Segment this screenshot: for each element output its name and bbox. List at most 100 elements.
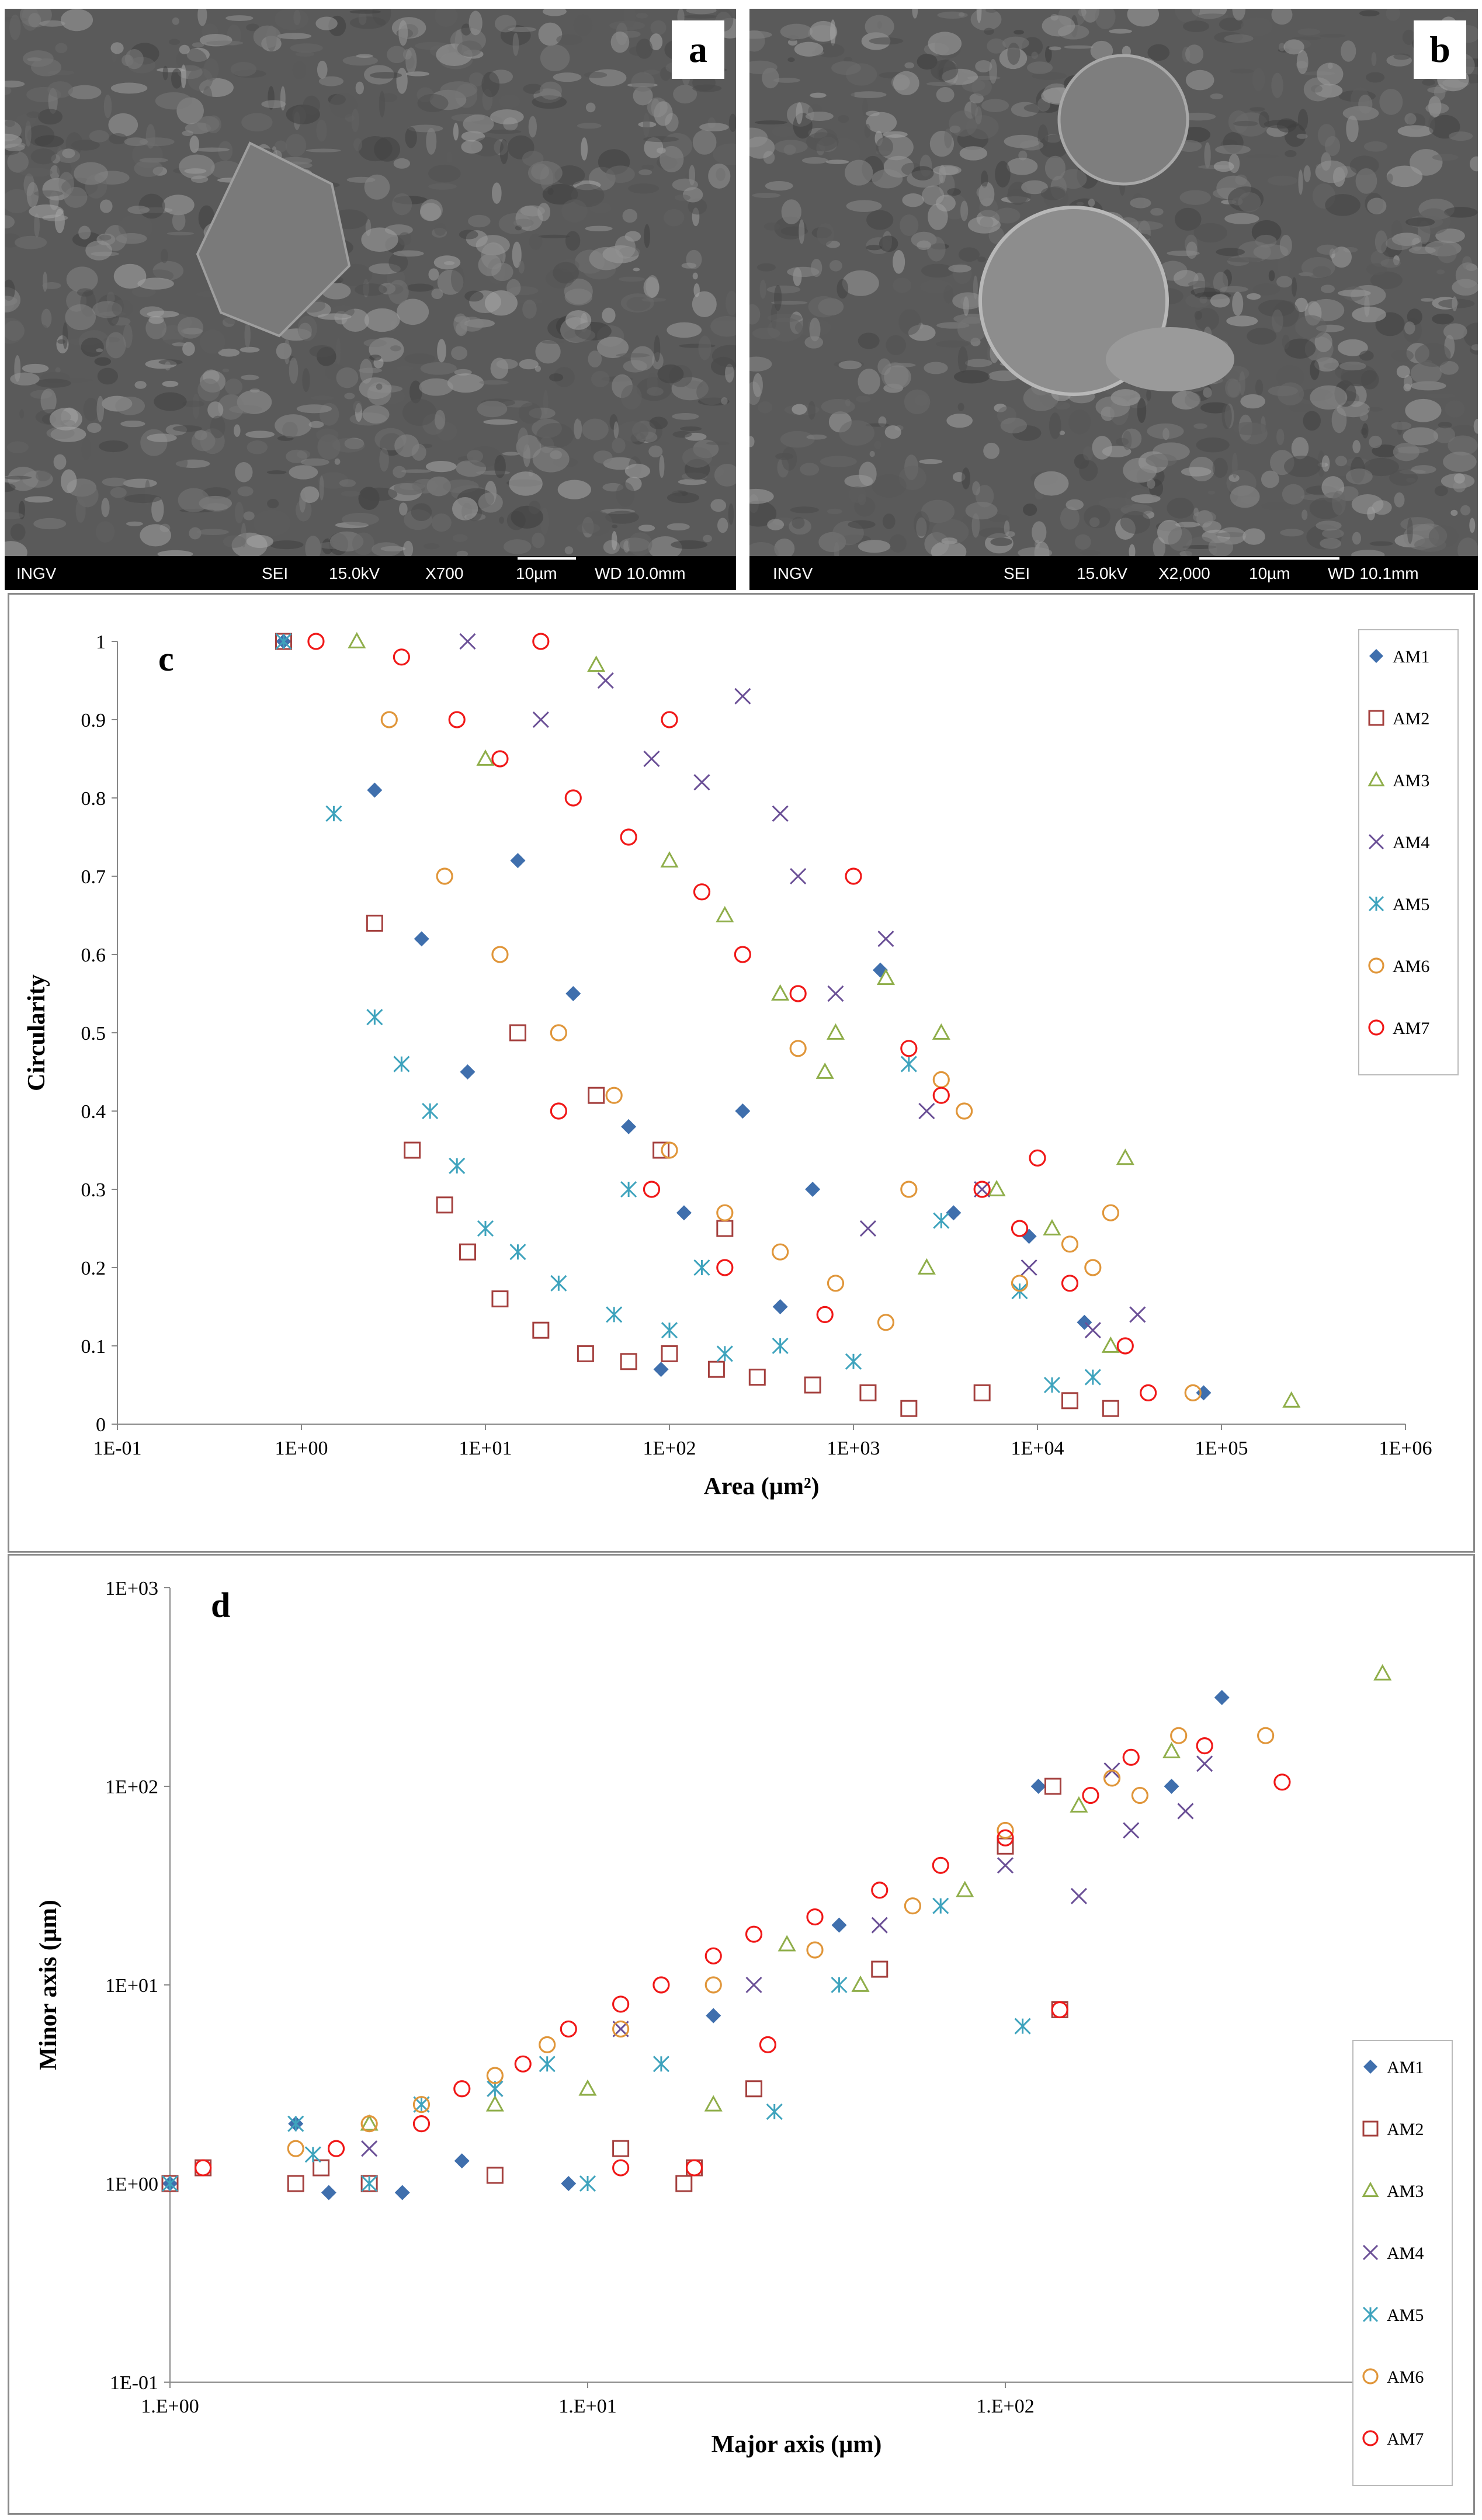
data-point-AM5: [287, 2115, 304, 2132]
grain: [960, 200, 969, 221]
grain: [549, 373, 564, 382]
grain: [398, 232, 412, 246]
grain: [127, 206, 150, 214]
grain: [893, 250, 905, 274]
grain: [781, 199, 801, 225]
grain: [1355, 168, 1377, 194]
grain: [542, 183, 578, 205]
data-point-AM1: [873, 962, 888, 978]
grain: [18, 143, 26, 148]
grain: [772, 126, 796, 137]
grain: [1434, 485, 1448, 497]
grain: [379, 91, 386, 117]
grain: [799, 219, 805, 244]
data-point-AM6: [806, 1941, 824, 1959]
grain: [1220, 286, 1248, 293]
grain: [336, 367, 359, 388]
grain: [726, 290, 736, 315]
grain: [68, 85, 102, 100]
data-point-AM7: [612, 1995, 630, 2013]
grain: [1421, 298, 1434, 302]
grain: [158, 359, 183, 365]
data-point-AM5: [275, 633, 292, 650]
legend-label-AM6: AM6: [1387, 2368, 1424, 2387]
chart-d-svg: 1.E+001.E+011.E+021.E+031E-011E+001E+011…: [35, 1578, 1453, 2486]
grain: [1460, 505, 1471, 516]
data-point-AM5: [579, 2175, 596, 2192]
data-point-AM5: [933, 1212, 950, 1229]
grain: [99, 199, 113, 213]
grain: [926, 81, 956, 86]
grain: [19, 409, 25, 419]
grain: [349, 9, 381, 14]
grain: [1325, 194, 1360, 216]
grain: [1031, 51, 1039, 59]
grain: [839, 420, 874, 446]
grain: [869, 450, 875, 457]
data-point-AM5: [1043, 1376, 1061, 1394]
grain: [631, 72, 655, 92]
grain: [452, 534, 468, 542]
grain: [440, 81, 478, 98]
grain: [9, 15, 21, 40]
grain: [85, 240, 113, 261]
grain: [952, 292, 984, 310]
grain: [902, 193, 924, 207]
grain: [110, 487, 127, 498]
grain: [277, 33, 312, 40]
grain: [147, 310, 179, 318]
grain: [927, 236, 946, 262]
grain: [409, 380, 422, 404]
grain: [1316, 520, 1342, 531]
grain: [192, 42, 204, 48]
grain: [22, 363, 49, 373]
data-point-AM5: [1084, 1369, 1101, 1386]
grain: [1391, 349, 1414, 362]
grain: [411, 443, 426, 461]
grain: [450, 265, 465, 292]
data-point-AM6: [550, 1024, 567, 1042]
grain: [356, 54, 373, 58]
data-point-AM6: [716, 1204, 734, 1221]
grain: [1277, 382, 1304, 406]
data-point-AM3: [1282, 1391, 1301, 1408]
grain: [962, 467, 970, 490]
grain: [486, 129, 522, 134]
grain: [296, 404, 332, 414]
grain: [1193, 223, 1227, 243]
data-point-AM7: [973, 1181, 991, 1198]
y-tick-label: 1E+00: [105, 2174, 158, 2195]
grain: [1372, 444, 1399, 458]
grain: [966, 115, 999, 140]
grain: [300, 458, 329, 466]
grain: [638, 525, 655, 532]
grain: [363, 339, 387, 348]
data-point-AM5: [304, 2146, 321, 2163]
data-point-AM6: [539, 2036, 556, 2053]
grain: [189, 527, 202, 540]
grain: [1410, 362, 1442, 385]
grain: [971, 513, 980, 538]
grain: [611, 531, 617, 550]
grain: [309, 345, 335, 357]
data-point-AM1: [676, 1205, 692, 1221]
grain: [1034, 471, 1069, 496]
grain: [292, 61, 307, 79]
grain: [648, 445, 663, 458]
grain: [1291, 437, 1309, 460]
grain: [610, 31, 630, 53]
grain: [692, 130, 717, 155]
grain: [358, 12, 367, 26]
grain: [1393, 442, 1420, 461]
data-point-AM6: [1184, 1384, 1202, 1402]
grain: [354, 283, 387, 296]
data-point-AM5: [361, 2175, 378, 2192]
grain: [1255, 379, 1264, 395]
grain: [931, 60, 959, 81]
data-point-AM1: [735, 1103, 751, 1119]
grain: [728, 113, 736, 133]
x-tick-label: 1E-01: [93, 1438, 141, 1459]
grain: [717, 518, 728, 533]
x-axis-title: Major axis (µm): [712, 2431, 882, 2458]
grain: [758, 401, 773, 414]
